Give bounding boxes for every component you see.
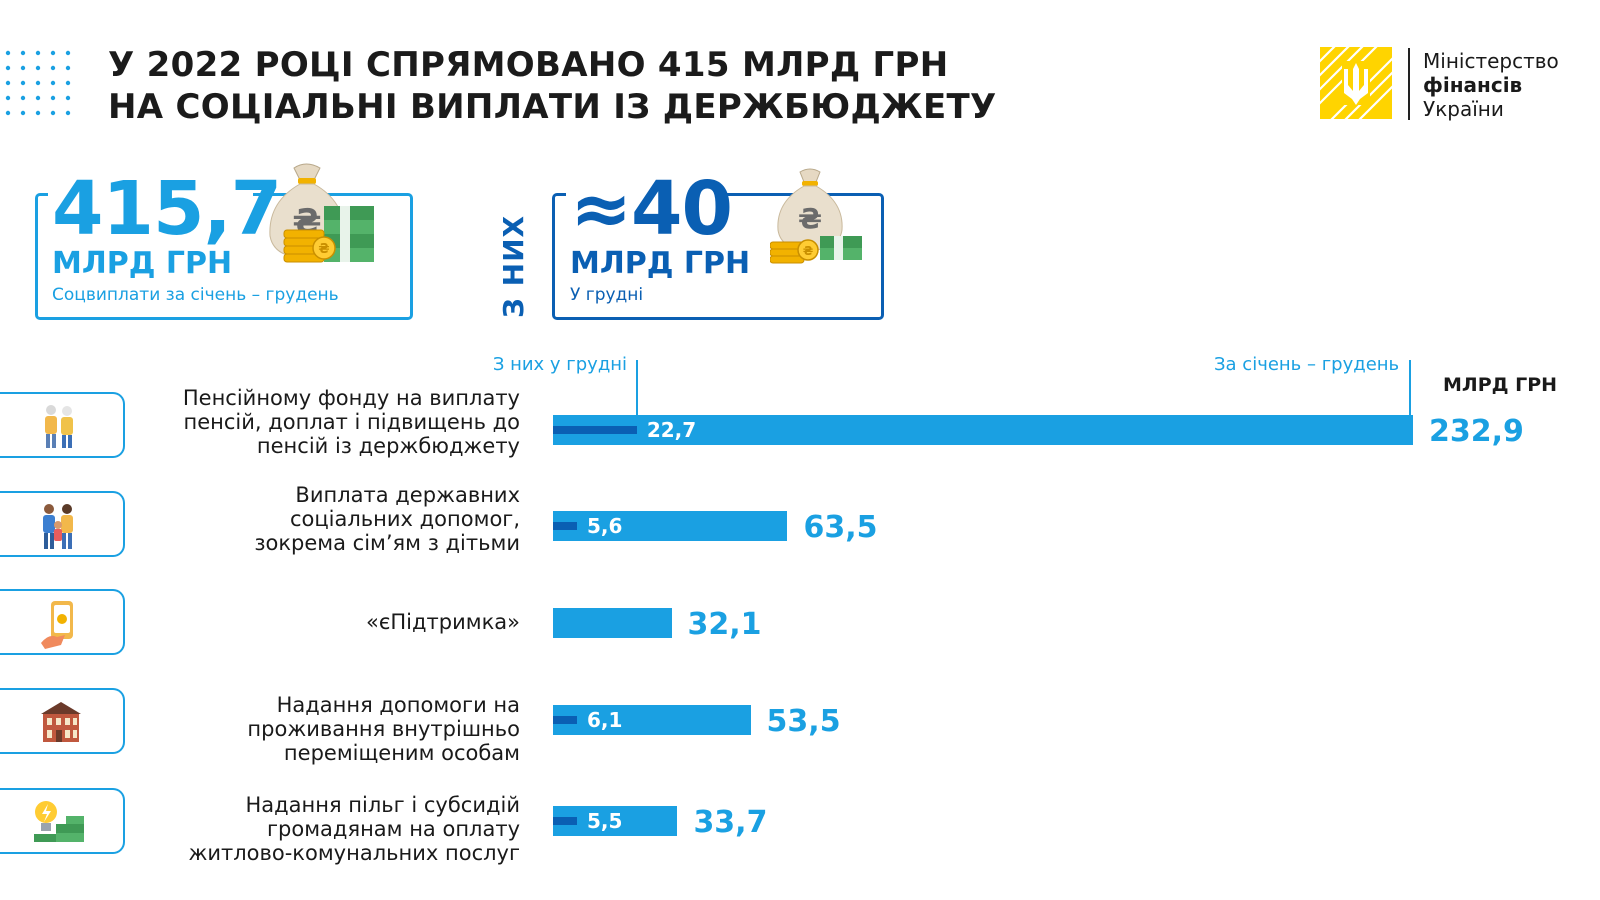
svg-text:₴: ₴ [318, 242, 329, 257]
of-them-label: З НИХ [497, 214, 530, 318]
row-icon-box-pensions [0, 392, 125, 458]
page-title: У 2022 РОЦІ СПРЯМОВАНО 415 МЛРД ГРН НА С… [108, 44, 996, 128]
row-icon-box-idp [0, 688, 125, 754]
legend-december: З них у грудні [492, 354, 628, 375]
row-label-line: Надання пільг і субсидій [245, 793, 520, 817]
bar-december-label: 5,5 [587, 809, 623, 833]
bar-total-value: 32,1 [687, 607, 762, 642]
legend-year-marker [1409, 360, 1411, 426]
ministry-name-line-3: України [1423, 97, 1504, 121]
house-icon [41, 702, 81, 742]
chart-unit-label: МЛРД ГРН [1443, 374, 1558, 396]
svg-text:₴: ₴ [803, 244, 813, 258]
bar-total-value: 232,9 [1429, 414, 1524, 449]
elderly-couple-icon [45, 405, 73, 448]
row-label-line: Виплата державних [295, 483, 520, 507]
ministry-name-line-1: Міністерство [1423, 49, 1559, 73]
bar-total-value: 33,7 [693, 805, 768, 840]
total-value: 415,7 [52, 166, 282, 252]
page-title-line-1: У 2022 РОЦІ СПРЯМОВАНО 415 МЛРД ГРН [108, 45, 949, 85]
row-icon-box-subsidies [0, 788, 125, 854]
row-label-line: пенсій, доплат і підвищень до [183, 410, 520, 434]
total-caption: Соцвиплати за січень – грудень [52, 285, 339, 305]
row-label-line: проживання внутрішньо [247, 717, 520, 741]
row-label-line: житлово-комунальних послуг [188, 841, 520, 865]
bar-december [553, 817, 577, 825]
bar-total [553, 415, 1413, 445]
logo-divider [1408, 48, 1410, 120]
row-icon-box-esupport [0, 589, 125, 655]
row-label-subsidies: Надання пільг і субсидій громадянам на о… [188, 793, 520, 865]
bar-total-value: 53,5 [766, 704, 841, 739]
legend-december-marker [635, 360, 638, 426]
dot-grid-decoration [5, 50, 71, 116]
family-icon [43, 504, 73, 549]
row-label-social-aid: Виплата державних соціальних допомог, зо… [254, 483, 520, 555]
row-label-line: «єПідтримка» [366, 610, 520, 634]
bar-december [553, 522, 577, 530]
row-label-line: Пенсійному фонду на виплату [182, 386, 520, 410]
bar-total [553, 511, 788, 541]
bar-december-label: 22,7 [646, 418, 697, 442]
row-label-line: громадянам на оплату [267, 817, 520, 841]
december-caption: У грудні [570, 285, 644, 305]
bar-total [553, 705, 751, 735]
row-label-line: переміщеним особам [283, 741, 520, 765]
row-label-idp: Надання допомоги на проживання внутрішнь… [247, 693, 520, 765]
december-unit: МЛРД ГРН [570, 246, 751, 281]
lightbulb-money-icon [34, 801, 84, 842]
bar-total [553, 608, 672, 638]
row-label-line: зокрема сім’ям з дітьми [254, 531, 520, 555]
page-title-line-2: НА СОЦІАЛЬНІ ВИПЛАТИ ІЗ ДЕРЖБЮДЖЕТУ [108, 87, 997, 127]
row-label-line: Надання допомоги на [276, 693, 520, 717]
money-bag-icon: ₴ ₴ [269, 163, 374, 263]
row-label-line: пенсій із держбюджету [256, 434, 520, 458]
ministry-name: Міністерство фінансів України [1423, 49, 1559, 121]
legend-year: За січень – грудень [1214, 354, 1400, 375]
bar-december [553, 426, 637, 434]
bar-december-label: 6,1 [587, 708, 623, 732]
row-icon-box-social-aid [0, 491, 125, 557]
smartphone-coin-icon [41, 601, 73, 649]
bar-total-value: 63,5 [803, 510, 878, 545]
svg-text:₴: ₴ [798, 202, 822, 235]
small-money-bag-icon: ₴ ₴ [770, 168, 862, 264]
bar-december [553, 716, 577, 724]
row-label-line: соціальних допомог, [289, 507, 520, 531]
row-label-esupport: «єПідтримка» [366, 610, 520, 634]
december-value: ≈40 [570, 166, 733, 252]
total-unit: МЛРД ГРН [52, 246, 233, 281]
bar-december-label: 5,6 [587, 514, 623, 538]
trident-logo-icon [1320, 47, 1392, 119]
ministry-name-line-2: фінансів [1423, 73, 1523, 97]
row-label-pensions: Пенсійному фонду на виплату пенсій, допл… [183, 386, 520, 458]
